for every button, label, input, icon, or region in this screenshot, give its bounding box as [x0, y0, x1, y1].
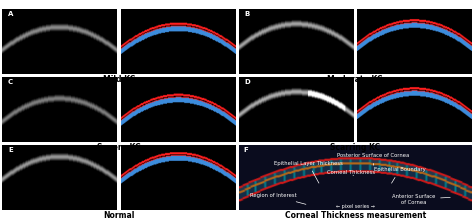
Text: Anterior Surface
of Cornea: Anterior Surface of Cornea	[392, 194, 450, 205]
Text: Epithelial Boundary: Epithelial Boundary	[374, 167, 426, 183]
Text: Corneal Thickness measurement: Corneal Thickness measurement	[284, 211, 426, 219]
Text: C: C	[8, 79, 13, 85]
Text: Posterior Surface of Cornea: Posterior Surface of Cornea	[337, 153, 409, 165]
Text: Region of Interest: Region of Interest	[250, 193, 306, 204]
Text: ← pixel series →: ← pixel series →	[336, 204, 374, 209]
Text: Moderate KC: Moderate KC	[328, 75, 383, 84]
Text: D: D	[245, 79, 250, 85]
Text: Severe KC: Severe KC	[97, 143, 141, 152]
Text: Scarring KC: Scarring KC	[330, 143, 380, 152]
Text: Epithelial Layer Thickness: Epithelial Layer Thickness	[273, 161, 343, 183]
Text: A: A	[8, 11, 13, 17]
Text: B: B	[245, 11, 250, 17]
Text: Corneal Thickness: Corneal Thickness	[327, 171, 375, 176]
Text: E: E	[8, 147, 13, 153]
Text: F: F	[243, 147, 248, 153]
Text: Mild KC: Mild KC	[103, 75, 135, 84]
Text: Normal: Normal	[103, 211, 135, 219]
